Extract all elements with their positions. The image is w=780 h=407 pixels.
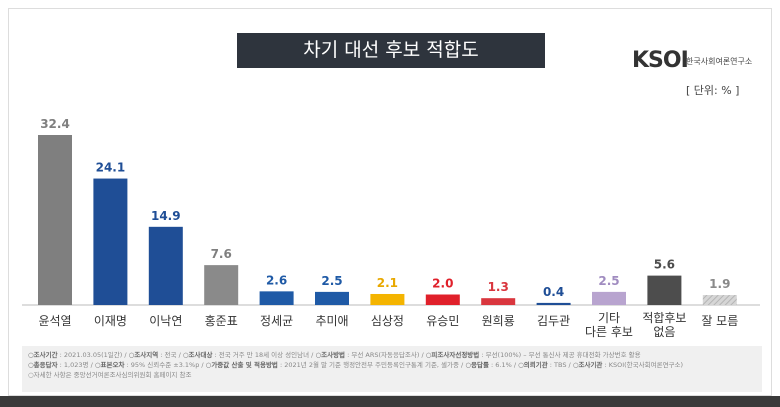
category-label-5: 추미애 — [315, 314, 348, 328]
bar-9 — [536, 302, 571, 305]
note-value: : 1,023명 / — [57, 361, 95, 369]
data-label-11: 5.6 — [654, 258, 675, 272]
data-label-8: 1.3 — [488, 280, 509, 294]
category-label-9: 김두관 — [537, 314, 570, 328]
bar-8 — [481, 298, 516, 305]
category-label-11: 없음 — [653, 325, 675, 339]
data-label-2: 14.9 — [151, 209, 181, 223]
category-label-6: 심상정 — [371, 314, 404, 328]
data-label-9: 0.4 — [543, 285, 564, 299]
note-key: ○조사방법 — [315, 351, 346, 359]
note-value: : 전국 / — [158, 351, 183, 359]
note-value: : KSOI(한국사회여론연구소) — [602, 361, 684, 369]
note-line: ○총응답자 : 1,023명 / ○표본오차 : 95% 신뢰수준 ±3.1%p… — [28, 360, 756, 370]
note-value: : 전국 거주 만 18세 이상 성인남녀 / — [212, 351, 316, 359]
bar-7 — [425, 294, 460, 305]
survey-notes: ○조사기간 : 2021.03.05(1일간) / ○조사지역 : 전국 / ○… — [22, 346, 762, 392]
note-key: ○가중값 산출 및 적용방법 — [205, 361, 278, 369]
category-label-7: 유승민 — [426, 314, 459, 328]
data-label-0: 32.4 — [40, 117, 70, 131]
category-label-10: 다른 후보 — [585, 325, 633, 339]
data-label-4: 2.6 — [266, 273, 287, 287]
note-key: ○조사지역 — [128, 351, 159, 359]
data-label-5: 2.5 — [321, 274, 342, 288]
note-key: ○조사기관 — [572, 361, 603, 369]
category-label-11: 적합후보 — [642, 311, 686, 325]
data-label-1: 24.1 — [96, 161, 126, 175]
bar-11 — [647, 275, 682, 305]
bar-6 — [370, 293, 405, 305]
note-value: : 95% 신뢰수준 ±3.1%p / — [124, 361, 206, 369]
note-value: : TBS / — [547, 361, 573, 369]
note-key: ○응답률 — [465, 361, 489, 369]
data-label-7: 2.0 — [432, 277, 453, 291]
note-key: ○표본오차 — [94, 361, 125, 369]
note-value: : 2021년 2월 말 기준 행정안전부 주민등록인구통계 기준, 셀가중 / — [277, 361, 466, 369]
bar-10 — [592, 291, 626, 305]
note-value: : 6.1% / — [488, 361, 519, 369]
bottom-bar — [0, 396, 780, 407]
note-value: : 2021.03.05(1일간) / — [57, 351, 129, 359]
note-key: ○총응답자 — [28, 361, 58, 369]
bar-1 — [93, 178, 128, 305]
note-key: ○피조사자선정방법 — [425, 351, 480, 359]
unit-label: [ 단위: % ] — [686, 84, 740, 97]
chart-title: 차기 대선 후보 적합도 — [237, 33, 545, 68]
bar-12 — [702, 295, 737, 305]
bar-2 — [148, 226, 183, 305]
category-label-8: 원희룡 — [482, 314, 515, 328]
bar-chart: 32.4 윤석열 24.1 이재명 14.9 이낙연 7.6 홍준표 2.6 정세균 2.5 추미애 2… — [22, 117, 760, 339]
category-label-4: 정세균 — [260, 314, 293, 328]
note-line: ○자세한 사항은 중앙선거여론조사심의위원회 홈페이지 참조 — [28, 370, 756, 380]
note-key: ○의뢰기관 — [518, 361, 548, 369]
bar-4 — [259, 291, 294, 305]
data-label-3: 7.6 — [211, 247, 232, 261]
logo-subtitle: 한국사회여론연구소 — [686, 57, 753, 66]
ksoi-logo: KSOI — [632, 48, 689, 73]
note-key: ○조사기간 — [28, 351, 58, 359]
note-key: ○조사대상 — [182, 351, 213, 359]
category-label-1: 이재명 — [94, 314, 127, 328]
data-label-10: 2.5 — [598, 274, 619, 288]
bar-3 — [204, 265, 239, 305]
note-line: ○조사기간 : 2021.03.05(1일간) / ○조사지역 : 전국 / ○… — [28, 350, 756, 360]
bar-5 — [315, 291, 349, 305]
category-label-10: 기타 — [598, 311, 620, 325]
category-label-12: 잘 모름 — [701, 314, 738, 328]
note-value: : 무선 ARS(자동응답조사) / — [345, 351, 426, 359]
category-label-0: 윤석열 — [38, 314, 71, 328]
frame — [8, 8, 772, 396]
data-label-12: 1.9 — [709, 277, 730, 291]
bar-0 — [38, 135, 72, 305]
category-label-2: 이낙연 — [149, 314, 182, 328]
note-value: : 무선(100%) – 무선 통신사 제공 휴대전화 가상번호 활용 — [479, 351, 641, 359]
category-label-3: 홍준표 — [205, 314, 238, 328]
data-label-6: 2.1 — [377, 276, 398, 290]
note-value: ○자세한 사항은 중앙선거여론조사심의위원회 홈페이지 참조 — [28, 371, 192, 379]
